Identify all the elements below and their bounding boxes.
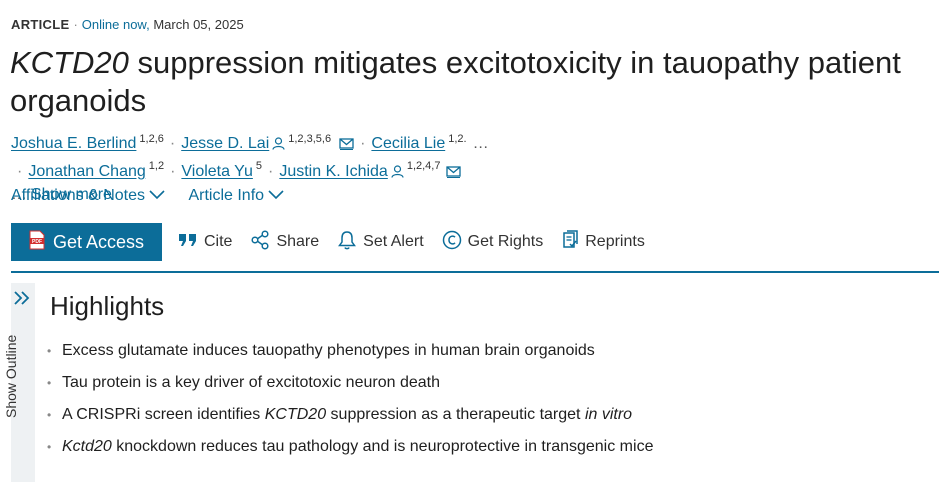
author-item: Violeta Yu 5 xyxy=(181,160,262,180)
highlight-item: Tau protein is a key driver of excitotox… xyxy=(47,373,653,405)
pdf-icon: PDF xyxy=(29,230,45,255)
person-icon xyxy=(391,163,404,184)
affiliations-label: Affiliations & Notes xyxy=(11,187,145,204)
copyright-icon xyxy=(442,230,462,255)
highlight-text: suppression as a therapeutic target xyxy=(326,406,585,423)
show-outline-label[interactable]: Show Outline xyxy=(3,334,19,418)
author-separator: · xyxy=(170,162,176,180)
author-link[interactable]: Jesse D. Lai xyxy=(181,135,270,153)
author-affiliation-sup: 5 xyxy=(255,160,262,173)
highlight-text: Tau protein is a key driver of excitotox… xyxy=(62,374,440,391)
title-gene: KCTD20 xyxy=(10,45,129,80)
share-label: Share xyxy=(276,233,320,250)
article-meta: ARTICLE · Online now, March 05, 2025 xyxy=(11,17,244,33)
reprints-button[interactable]: Reprints xyxy=(561,229,645,255)
svg-text:PDF: PDF xyxy=(32,239,42,245)
author-link[interactable]: Cecilia Lie xyxy=(371,135,446,153)
author-separator: · xyxy=(360,135,366,153)
author-list: Joshua E. Berlind 1,2,6 · Jesse D. Lai 1,2,3… xyxy=(11,129,936,205)
reprints-label: Reprints xyxy=(585,233,645,250)
author-affiliation-sup: 1,2,3,5,6 xyxy=(288,133,332,145)
article-links: Affiliations & Notes Article Info xyxy=(11,186,303,206)
share-icon xyxy=(250,229,270,255)
quote-icon xyxy=(178,232,198,253)
article-type: ARTICLE xyxy=(11,17,70,32)
title-rest-2: organoids xyxy=(10,83,147,118)
page-title: KCTD20 suppression mitigates excitotoxic… xyxy=(10,44,935,120)
publication-date: March 05, 2025 xyxy=(153,17,244,32)
section-divider xyxy=(11,271,939,273)
online-status: Online now, xyxy=(81,17,150,32)
author-separator: · xyxy=(17,162,23,180)
show-outline-toggle[interactable] xyxy=(11,283,35,482)
highlights-heading: Highlights xyxy=(50,291,165,321)
highlight-gene: Kctd20 xyxy=(62,438,112,455)
highlight-item: A CRISPRi screen identifies KCTD20 suppr… xyxy=(47,405,653,437)
reprints-icon xyxy=(561,229,579,255)
author-item: Cecilia Lie 1,2. xyxy=(371,133,467,153)
set-alert-button[interactable]: Set Alert xyxy=(337,230,424,255)
cite-button[interactable]: Cite xyxy=(178,232,232,253)
get-rights-label: Get Rights xyxy=(467,233,544,250)
highlight-item: Kctd20 knockdown reduces tau pathology a… xyxy=(47,437,653,469)
share-button[interactable]: Share xyxy=(250,229,320,255)
authors-ellipsis: … xyxy=(11,185,27,203)
highlight-italic: in vitro xyxy=(584,406,633,423)
author-affiliation-sup: 1,2. xyxy=(448,133,467,145)
author-separator: · xyxy=(169,135,176,153)
bell-icon xyxy=(337,230,357,255)
get-access-button[interactable]: PDF Get Access xyxy=(11,223,162,261)
author-item: Jesse D. Lai 1,2,3,5,6 xyxy=(181,133,354,153)
highlights-list: Excess glutamate induces tauopathy pheno… xyxy=(47,341,653,469)
mail-icon[interactable] xyxy=(446,163,462,184)
author-link[interactable]: Violeta Yu xyxy=(181,162,253,180)
highlight-item: Excess glutamate induces tauopathy pheno… xyxy=(47,341,653,373)
mail-icon[interactable] xyxy=(339,135,354,156)
author-item: Jonathan Chang 1,2 xyxy=(28,160,165,180)
get-rights-button[interactable]: Get Rights xyxy=(442,230,544,255)
chevron-down-icon xyxy=(268,186,284,206)
article-toolbar: PDF Get Access Cite Share Set Alert Get … xyxy=(11,223,645,261)
author-link[interactable]: Justin K. Ichida xyxy=(279,162,388,180)
cite-label: Cite xyxy=(204,233,233,250)
article-info-label: Article Info xyxy=(188,187,265,204)
authors-ellipsis: … xyxy=(472,135,489,153)
affiliations-notes-toggle[interactable]: Affiliations & Notes xyxy=(11,186,165,206)
title-rest-1: suppression mitigates excitotoxicity in … xyxy=(128,45,901,80)
get-access-label: Get Access xyxy=(52,231,145,252)
chevron-down-icon xyxy=(149,186,165,206)
author-link[interactable]: Joshua E. Berlind xyxy=(11,135,137,153)
double-chevron-right-icon xyxy=(13,291,31,310)
author-link[interactable]: Jonathan Chang xyxy=(28,162,146,180)
author-affiliation-sup: 1,2,4,7 xyxy=(406,160,441,173)
highlight-text: A CRISPRi screen identifies xyxy=(62,406,265,423)
author-affiliation-sup: 1,2 xyxy=(148,160,165,173)
highlight-text: knockdown reduces tau pathology and is n… xyxy=(111,438,654,455)
highlight-text: Excess glutamate induces tauopathy pheno… xyxy=(62,342,595,359)
author-item: Justin K. Ichida 1,2,4,7 xyxy=(279,160,462,180)
set-alert-label: Set Alert xyxy=(363,233,424,250)
author-item: Joshua E. Berlind 1,2,6 xyxy=(11,133,164,153)
article-info-toggle[interactable]: Article Info xyxy=(188,186,284,206)
highlight-gene: KCTD20 xyxy=(264,406,327,423)
author-affiliation-sup: 1,2,6 xyxy=(139,133,164,145)
meta-separator: · xyxy=(73,17,78,32)
show-more-link[interactable]: Show more xyxy=(31,185,112,203)
person-icon xyxy=(272,135,285,156)
author-separator: · xyxy=(268,162,274,180)
